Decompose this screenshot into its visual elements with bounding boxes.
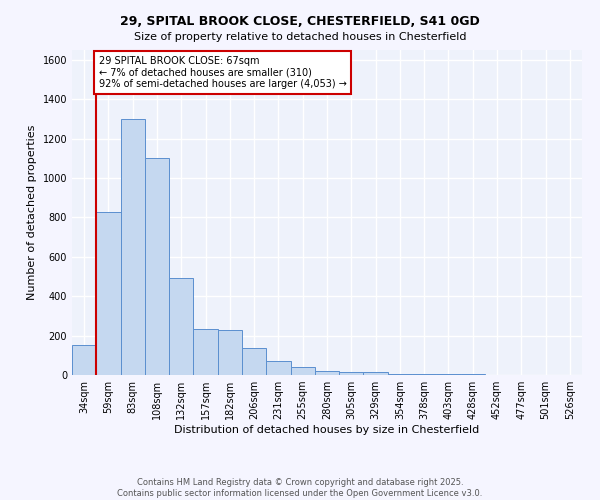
Text: Contains HM Land Registry data © Crown copyright and database right 2025.
Contai: Contains HM Land Registry data © Crown c… xyxy=(118,478,482,498)
X-axis label: Distribution of detached houses by size in Chesterfield: Distribution of detached houses by size … xyxy=(175,425,479,435)
Bar xyxy=(315,370,339,375)
Bar xyxy=(193,328,218,375)
Bar xyxy=(412,374,436,375)
Bar xyxy=(96,212,121,375)
Bar xyxy=(218,330,242,375)
Bar xyxy=(461,374,485,375)
Bar xyxy=(72,346,96,375)
Text: Size of property relative to detached houses in Chesterfield: Size of property relative to detached ho… xyxy=(134,32,466,42)
Bar xyxy=(121,119,145,375)
Bar xyxy=(145,158,169,375)
Bar xyxy=(266,361,290,375)
Bar xyxy=(290,366,315,375)
Bar xyxy=(242,348,266,375)
Bar xyxy=(169,278,193,375)
Bar xyxy=(364,372,388,375)
Text: 29, SPITAL BROOK CLOSE, CHESTERFIELD, S41 0GD: 29, SPITAL BROOK CLOSE, CHESTERFIELD, S4… xyxy=(120,15,480,28)
Text: 29 SPITAL BROOK CLOSE: 67sqm
← 7% of detached houses are smaller (310)
92% of se: 29 SPITAL BROOK CLOSE: 67sqm ← 7% of det… xyxy=(99,56,347,89)
Bar xyxy=(436,374,461,375)
Bar xyxy=(339,372,364,375)
Y-axis label: Number of detached properties: Number of detached properties xyxy=(27,125,37,300)
Bar xyxy=(388,374,412,375)
